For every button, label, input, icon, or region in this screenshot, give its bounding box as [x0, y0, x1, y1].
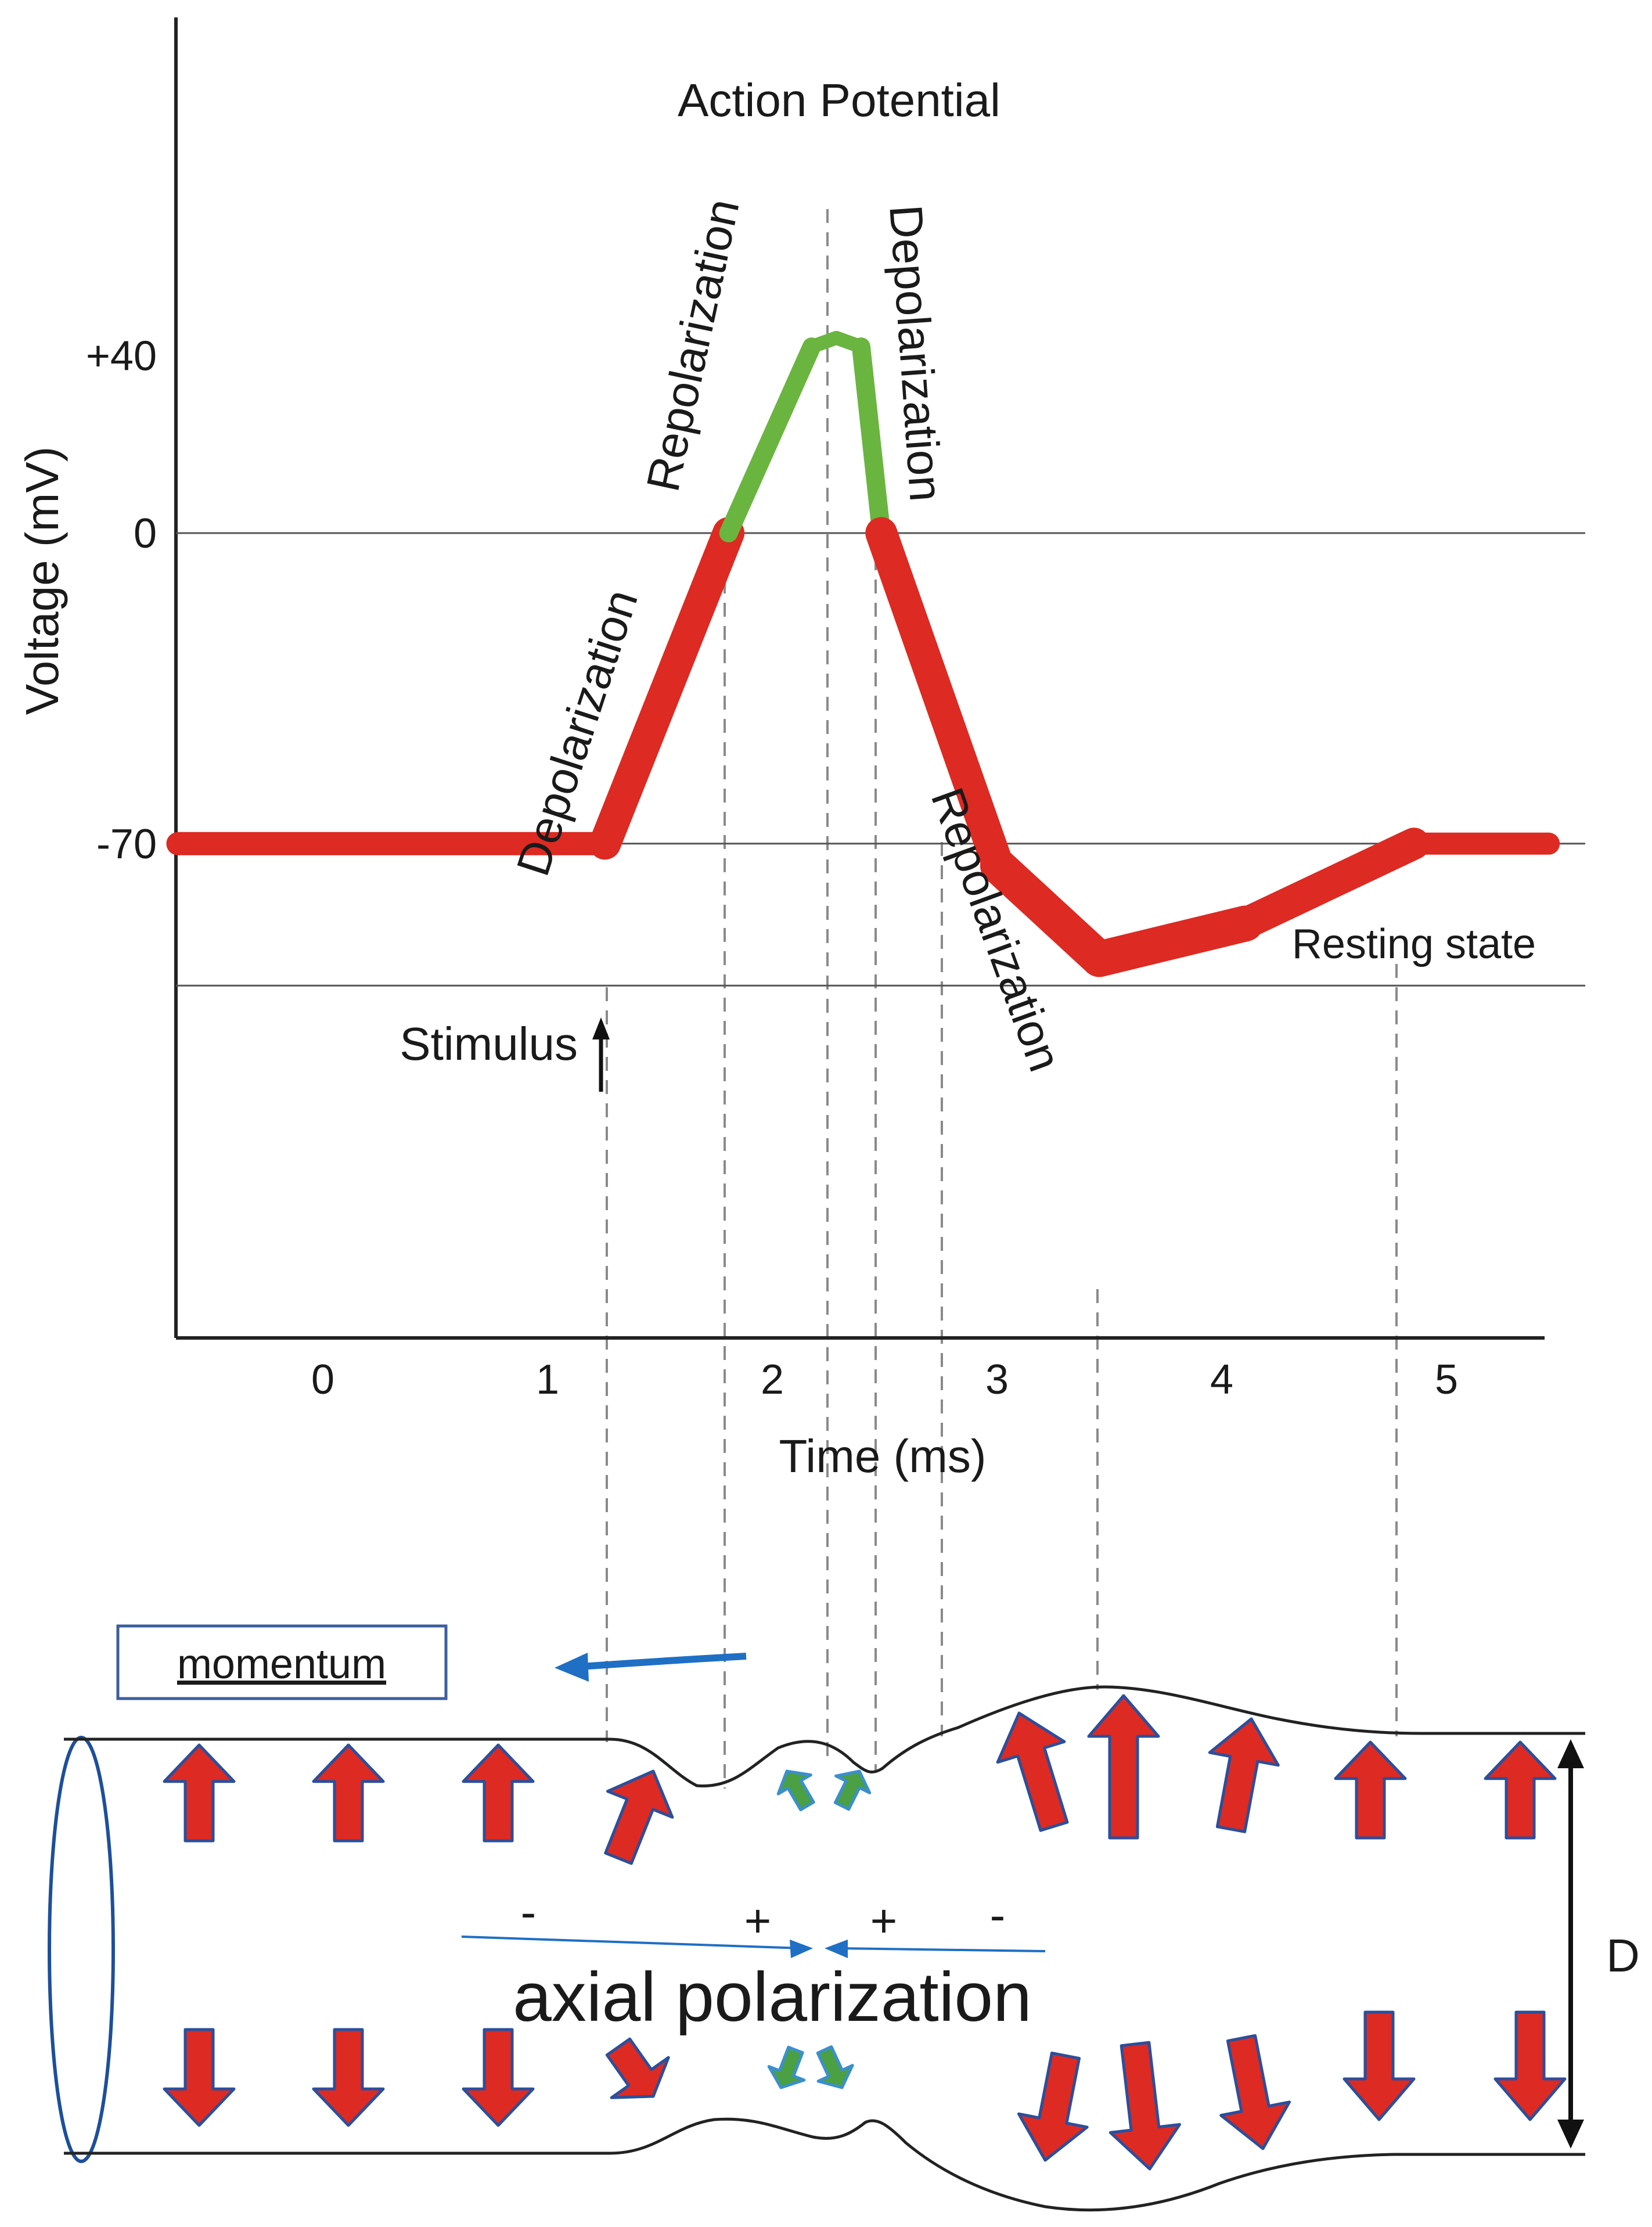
y-tick-label: -70 — [96, 821, 157, 868]
membrane-arrow — [1017, 2051, 1089, 2162]
chart-title: Action Potential — [678, 74, 1000, 126]
x-axis-label: Time (ms) — [779, 1430, 987, 1482]
membrane-arrow — [1087, 1694, 1160, 1840]
membrane-potential-curve — [166, 330, 1560, 977]
membrane-arrow — [312, 1743, 385, 1843]
tick-labels: 0 1 2 3 4 5 +40 0 -70 — [86, 333, 1458, 1403]
membrane-arrow — [816, 2045, 854, 2089]
reference-lines — [176, 532, 1585, 987]
membrane-bottom — [64, 2117, 1585, 2212]
curve-segment — [851, 337, 891, 542]
membrane-arrow — [996, 1711, 1069, 1832]
chart-axes — [174, 17, 1545, 1340]
stimulus-arrow — [592, 1017, 610, 1092]
stimulus-label: Stimulus — [399, 1018, 578, 1070]
membrane-arrow — [776, 1769, 815, 1812]
membrane-arrow — [462, 1743, 535, 1843]
charge-minus-right: - — [990, 1889, 1006, 1941]
y-tick-label: 0 — [134, 510, 157, 557]
dashed-guide-lines — [606, 209, 1398, 1789]
curve-trough — [865, 517, 1430, 975]
membrane-arrow — [1334, 1740, 1407, 1840]
momentum-arrow — [555, 1653, 747, 1682]
diameter-label: D — [1606, 1930, 1640, 1981]
membrane-arrow — [163, 1743, 236, 1843]
membrane-arrow — [462, 2028, 535, 2127]
x-tick-label: 3 — [985, 1357, 1009, 1403]
y-axis-label: Voltage (mV) — [16, 447, 68, 715]
membrane-arrow — [767, 2045, 806, 2089]
phase-label-rise-repolarization: Repolarization — [636, 195, 748, 496]
x-tick-label: 5 — [1435, 1357, 1458, 1403]
membrane-arrow — [605, 2037, 670, 2099]
stimulus-marker — [599, 837, 611, 850]
membrane-arrow — [833, 1769, 872, 1811]
membrane-arrow — [1219, 2034, 1291, 2150]
x-tick-label: 2 — [761, 1357, 784, 1403]
x-tick-label: 0 — [311, 1357, 334, 1403]
axial-polarization-label: axial polarization — [513, 1958, 1032, 2036]
y-tick-label: +40 — [86, 333, 157, 379]
membrane-arrow — [604, 1769, 674, 1865]
membrane-arrow — [1108, 2041, 1182, 2171]
membrane-arrows — [163, 1694, 1567, 2171]
phase-label-fall-depolarization: Depolarization — [880, 203, 952, 503]
membrane-arrow — [163, 2028, 236, 2127]
charge-plus-right: + — [870, 1895, 898, 1947]
membrane-top — [64, 1685, 1585, 1787]
x-tick-label: 4 — [1210, 1357, 1233, 1403]
charge-plus-left: + — [744, 1895, 772, 1947]
momentum-label: momentum — [177, 1641, 386, 1688]
diameter-arrow — [1557, 1739, 1584, 2149]
membrane-arrow — [312, 2028, 385, 2127]
membrane-arrow — [1208, 1717, 1280, 1833]
charge-minus-left: - — [521, 1886, 537, 1938]
membrane-arrow — [1343, 2010, 1416, 2121]
membrane-arrow — [1493, 2010, 1567, 2121]
axon-cross-section — [48, 1736, 115, 2163]
x-tick-label: 1 — [536, 1357, 559, 1403]
curve-segment — [589, 517, 745, 860]
axial-polarization-arrows — [461, 1935, 1046, 1958]
membrane-arrow — [1484, 1740, 1557, 1840]
curve-segment — [719, 337, 821, 542]
resting-state-label: Resting state — [1292, 921, 1536, 967]
momentum-box: momentum — [116, 1624, 448, 1700]
